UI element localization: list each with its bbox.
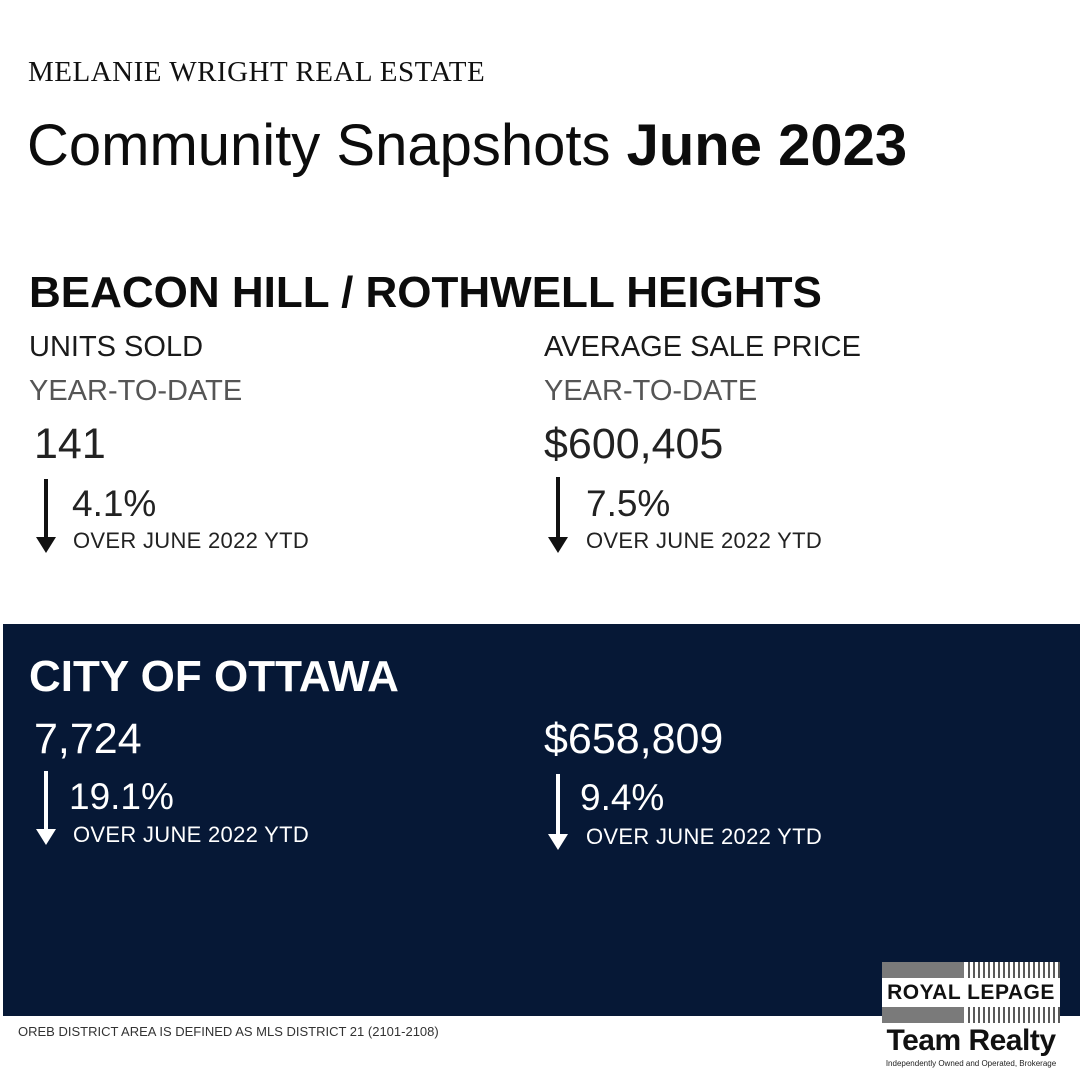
brokerage-logo: ROYAL LEPAGE Team Realty Independently O… [882, 962, 1060, 1072]
arrow-down-icon [34, 771, 58, 847]
avg-price-label: AVERAGE SALE PRICE [544, 331, 861, 363]
city-price-comparison: OVER JUNE 2022 YTD [586, 824, 823, 849]
city-price-change-value: 9.4% [580, 777, 665, 818]
price-change-value: 7.5% [586, 483, 671, 524]
page-title: Community Snapshots June 2023 [27, 112, 907, 179]
city-units-change-value: 19.1% [69, 776, 174, 817]
city-units-sold-value: 7,724 [34, 715, 142, 763]
logo-top-bars [882, 962, 1060, 978]
logo-line2: Team Realty [886, 1024, 1056, 1057]
title-regular: Community Snapshots [27, 113, 611, 178]
brand-name: MELANIE WRIGHT REAL ESTATE [28, 56, 486, 88]
logo-bottom-bars [882, 1007, 1060, 1023]
city-avg-price-value: $658,809 [544, 715, 724, 763]
arrow-down-icon [546, 477, 570, 555]
avg-price-value: $600,405 [544, 420, 724, 468]
city-units-comparison: OVER JUNE 2022 YTD [73, 822, 310, 847]
units-comparison: OVER JUNE 2022 YTD [73, 528, 310, 553]
city-name: CITY OF OTTAWA [29, 652, 399, 701]
units-sold-label: UNITS SOLD [29, 331, 204, 363]
units-period-label: YEAR-TO-DATE [29, 375, 243, 407]
footnote: OREB DISTRICT AREA IS DEFINED AS MLS DIS… [18, 1024, 439, 1039]
units-change-value: 4.1% [72, 483, 157, 524]
arrow-down-icon [34, 479, 58, 555]
title-bold: June 2023 [626, 113, 908, 178]
price-comparison: OVER JUNE 2022 YTD [586, 528, 823, 553]
logo-line1: ROYAL LEPAGE [887, 981, 1055, 1004]
logo-tagline: Independently Owned and Operated, Broker… [885, 1059, 1057, 1068]
units-sold-value: 141 [34, 420, 106, 468]
neighbourhood-name: BEACON HILL / ROTHWELL HEIGHTS [29, 268, 822, 317]
city-stats-band [3, 624, 1080, 1016]
price-period-label: YEAR-TO-DATE [544, 375, 758, 407]
arrow-down-icon [546, 774, 570, 852]
